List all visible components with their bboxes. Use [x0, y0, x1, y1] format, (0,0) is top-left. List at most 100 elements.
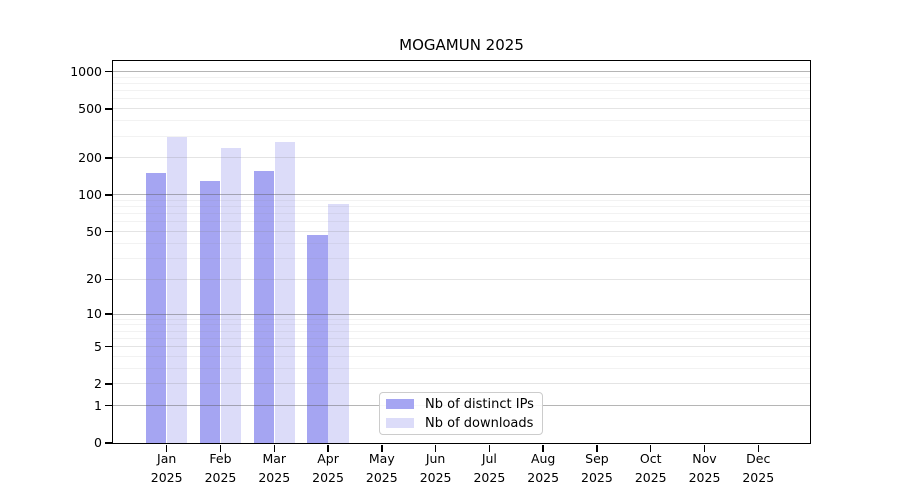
x-tick-label: Apr 2025 [296, 449, 360, 487]
x-tick-mark [327, 444, 329, 452]
legend-swatch-distinct-ips [386, 398, 414, 410]
gridline-mid [113, 157, 810, 159]
x-tick-year: 2025 [258, 470, 291, 485]
y-tick-label: 20 [86, 271, 102, 287]
x-tick-month: Apr [317, 451, 339, 466]
x-tick-month: Oct [639, 451, 662, 466]
x-tick-label: Feb 2025 [188, 449, 252, 487]
gridline-minor [113, 98, 810, 100]
legend-item-distinct-ips: Nb of distinct IPs [386, 397, 534, 412]
y-tick-label: 500 [78, 100, 102, 116]
x-tick-year: 2025 [312, 470, 344, 485]
gridline-minor [113, 213, 810, 215]
y-tick-label: 0 [94, 435, 102, 450]
x-tick-month: Mar [262, 451, 287, 466]
x-tick-month: Feb [209, 451, 232, 466]
x-tick-label: Oct 2025 [619, 449, 683, 487]
x-tick-label: Jul 2025 [457, 449, 521, 487]
gridline-minor [113, 242, 810, 244]
gridline-minor [113, 257, 810, 259]
chart-title: MOGAMUN 2025 [399, 36, 524, 54]
y-tick-mark [104, 313, 112, 315]
x-tick-label: Mar 2025 [242, 449, 306, 487]
x-tick-month: Dec [746, 451, 771, 466]
x-tick-label: Nov 2025 [673, 449, 737, 487]
x-tick-mark [649, 444, 652, 452]
bar-distinct-ips [199, 180, 221, 443]
gridline-mid [113, 231, 810, 233]
x-tick-mark [434, 444, 437, 452]
x-tick-mark [542, 444, 544, 452]
gridline-minor [113, 120, 810, 122]
gridline-minor [113, 83, 810, 85]
gridline-minor [113, 76, 810, 78]
x-tick-year: 2025 [527, 470, 560, 485]
legend-label-downloads: Nb of downloads [425, 415, 534, 431]
x-tick-label: Sep 2025 [565, 449, 629, 487]
x-tick-year: 2025 [688, 470, 721, 485]
gridline-major [113, 313, 810, 315]
gridline-minor [113, 337, 810, 339]
x-tick-year: 2025 [581, 470, 613, 485]
x-tick-month: May [368, 451, 395, 466]
gridline-major [113, 71, 810, 73]
gridline-mid [113, 346, 810, 348]
gridline-minor [113, 199, 810, 201]
gridline-minor [113, 135, 810, 137]
x-tick-mark [757, 444, 760, 452]
gridline-minor [113, 367, 810, 369]
x-tick-mark [703, 444, 706, 452]
x-tick-month: Aug [530, 451, 556, 466]
bar-downloads [220, 148, 242, 443]
y-tick-mark [104, 230, 112, 233]
gridline-mid [113, 383, 810, 385]
y-tick-mark [104, 157, 112, 159]
y-tick-mark [104, 70, 112, 73]
bar-distinct-ips [145, 173, 167, 443]
y-tick-mark [104, 383, 112, 385]
legend-swatch-downloads [386, 417, 414, 429]
gridline-minor [113, 90, 810, 92]
x-tick-year: 2025 [204, 470, 237, 485]
y-tick-label: 100 [78, 186, 102, 202]
gridline-minor [113, 206, 810, 208]
gridline-mid [113, 108, 810, 110]
x-tick-label: Dec 2025 [726, 449, 790, 487]
x-tick-label: Aug 2025 [511, 449, 575, 487]
bar-distinct-ips [307, 234, 328, 443]
y-tick-label: 1000 [70, 63, 102, 79]
y-tick-label: 50 [86, 223, 102, 239]
x-tick-label: Jun 2025 [404, 449, 468, 487]
gridline-minor [113, 355, 810, 357]
x-tick-mark [596, 444, 598, 452]
y-tick-mark [104, 442, 112, 444]
gridline-major [113, 194, 810, 196]
x-tick-mark [165, 444, 168, 452]
x-tick-month: Nov [692, 451, 717, 466]
gridline-minor [113, 324, 810, 326]
legend-label-distinct-ips: Nb of distinct IPs [425, 396, 534, 412]
x-tick-month: Jan [157, 451, 177, 466]
x-tick-month: Sep [585, 451, 609, 466]
y-tick-mark [104, 108, 112, 110]
x-tick-year: 2025 [473, 470, 506, 485]
y-tick-label: 200 [78, 149, 102, 165]
x-tick-year: 2025 [634, 470, 667, 485]
x-tick-year: 2025 [365, 470, 398, 485]
y-tick-mark [104, 345, 112, 348]
y-tick-mark [104, 404, 112, 407]
y-tick-mark [104, 278, 112, 281]
x-tick-label: May 2025 [350, 449, 414, 487]
legend: Nb of distinct IPs Nb of downloads [379, 392, 543, 435]
x-tick-mark [381, 444, 383, 452]
y-tick-label: 5 [94, 338, 102, 354]
y-tick-label: 2 [94, 375, 102, 391]
bar-distinct-ips [253, 171, 274, 443]
legend-item-downloads: Nb of downloads [386, 416, 534, 431]
x-tick-month: Jun [425, 451, 446, 466]
bar-downloads [166, 137, 188, 443]
x-tick-mark [488, 444, 491, 452]
x-tick-mark [219, 444, 222, 452]
gridline-mid [113, 278, 810, 280]
